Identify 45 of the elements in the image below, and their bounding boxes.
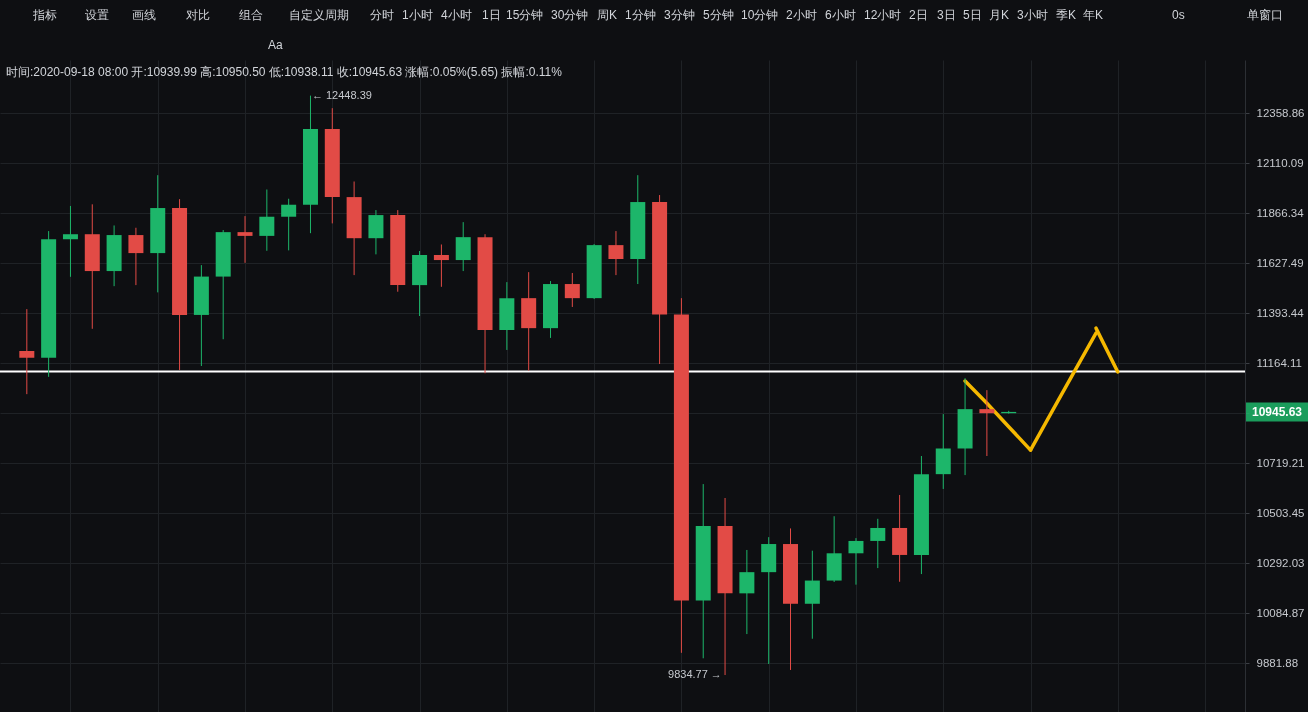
- text: 5分钟: [703, 8, 734, 22]
- y-tick-label: 11627.49: [1256, 256, 1304, 269]
- annotation: ← 12448.39: [311, 88, 372, 101]
- y-tick-label: 11393.44: [1256, 306, 1305, 319]
- text: 3分钟: [664, 8, 695, 22]
- text: 画线: [132, 8, 156, 22]
- text: 对比: [186, 8, 210, 22]
- text: 设置: [85, 8, 109, 22]
- text: Aa: [268, 38, 283, 52]
- y-tick-label: 10292.03: [1256, 556, 1305, 569]
- text: 单窗口: [1247, 8, 1283, 22]
- y-tick-label: 9881.88: [1256, 656, 1299, 669]
- text: 年K: [1083, 8, 1104, 22]
- text: 1小时: [402, 8, 433, 22]
- chart-subtitle: 时间:2020-09-18 08:00 开:10939.99 高:10950.50 低:10938.11 收:10945.63 涨幅:0.05%(5.65) 振幅:0.11%: [6, 65, 563, 79]
- text: 4小时: [441, 8, 472, 22]
- text: 指标: [32, 8, 57, 22]
- y-tick-label: 10503.45: [1256, 506, 1305, 519]
- text: 5日: [963, 8, 982, 22]
- y-tick-label: 11866.34: [1256, 206, 1305, 219]
- annotation: 9834.77 →: [668, 668, 722, 681]
- text: 0s: [1172, 8, 1185, 22]
- y-tick-label: 12110.09: [1256, 156, 1304, 169]
- text: 季K: [1056, 8, 1077, 22]
- text: 12小时: [864, 8, 902, 22]
- text: 6小时: [825, 8, 856, 22]
- text: 1日: [482, 8, 501, 22]
- text: 3日: [937, 8, 956, 22]
- text: 自定义周期: [289, 8, 349, 22]
- text: 10945.63: [1251, 404, 1303, 419]
- text: 月K: [989, 8, 1010, 22]
- text: 10分钟: [741, 8, 779, 22]
- y-tick-label: 11164.11: [1256, 356, 1302, 369]
- y-tick-label: 10084.87: [1256, 606, 1305, 619]
- text: 30分钟: [551, 8, 589, 22]
- text: 1分钟: [625, 8, 656, 22]
- text: 15分钟: [506, 8, 544, 22]
- text: 周K: [597, 8, 618, 22]
- text: 3小时: [1017, 8, 1048, 22]
- text: 分时: [370, 8, 394, 22]
- text: 2小时: [786, 8, 817, 22]
- text: 2日: [909, 8, 928, 22]
- text: 组合: [239, 8, 263, 22]
- y-tick-label: 10719.21: [1256, 456, 1305, 469]
- y-tick-label: 12358.86: [1256, 106, 1305, 119]
